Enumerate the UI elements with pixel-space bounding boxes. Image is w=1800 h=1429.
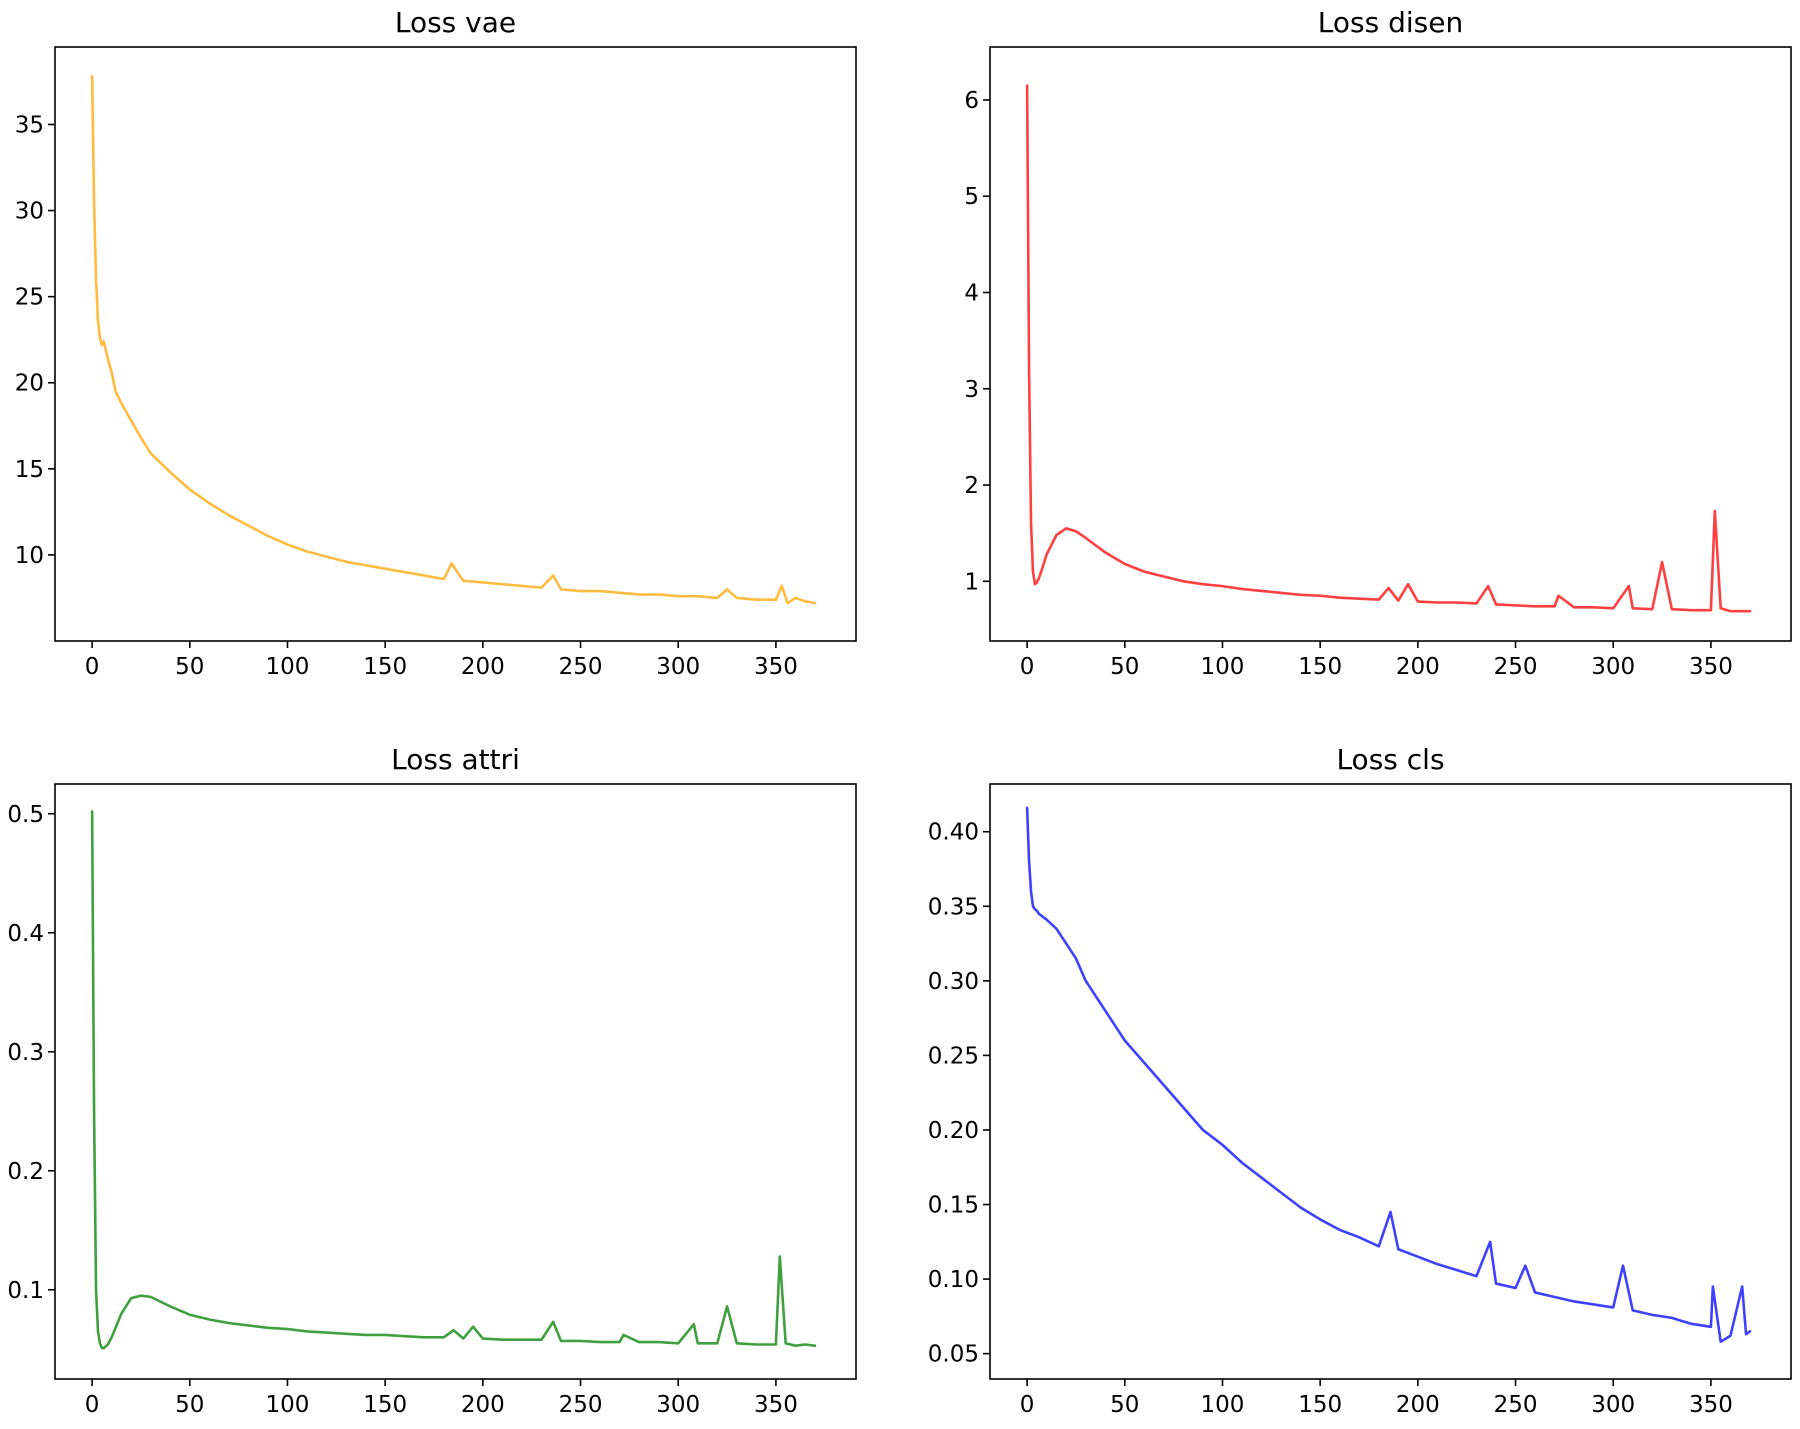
y-tick-label: 0.30: [928, 969, 979, 995]
x-tick-label: 250: [559, 654, 603, 680]
x-tick-label: 150: [363, 654, 407, 680]
x-tick-label: 0: [1020, 654, 1035, 680]
x-tick-label: 150: [1298, 1392, 1342, 1418]
x-tick-label: 350: [754, 654, 798, 680]
y-tick-label: 0.20: [928, 1118, 979, 1144]
y-tick-label: 0.25: [928, 1043, 979, 1069]
y-tick-label: 30: [15, 199, 44, 225]
chart-panel-3: Loss attri 0 50 100 150 200 250 300 350 0.1 0.2 0.3…: [7, 743, 857, 1418]
x-tick-label: 250: [1494, 1392, 1538, 1418]
y-tick-label: 35: [15, 112, 44, 138]
y-tick-label: 0.35: [928, 894, 979, 920]
x-tick-label: 250: [1494, 654, 1538, 680]
series-line: [90, 74, 817, 605]
x-tick-label: 100: [266, 654, 310, 680]
x-tick-label: 150: [363, 1392, 407, 1418]
x-tick-label: 100: [1201, 1392, 1245, 1418]
axes-frame: [989, 783, 1792, 1380]
x-tick-label: 200: [461, 654, 505, 680]
axes-frame: [989, 46, 1792, 642]
y-tick-label: 6: [964, 88, 979, 114]
y-tick-label: 0.2: [7, 1159, 44, 1185]
x-tick-label: 50: [175, 654, 204, 680]
x-tick-label: 350: [1689, 654, 1733, 680]
x-tick-label: 300: [1591, 654, 1635, 680]
x-tick-label: 300: [656, 1392, 700, 1418]
y-tick-label: 0.40: [928, 820, 979, 846]
y-tick-label: 15: [15, 457, 44, 483]
x-tick-label: 200: [1396, 1392, 1440, 1418]
x-tick-label: 0: [85, 1392, 100, 1418]
series-line: [1025, 806, 1752, 1344]
series-line: [90, 810, 817, 1350]
y-tick-label: 0.3: [7, 1040, 44, 1066]
x-tick-label: 300: [656, 654, 700, 680]
x-tick-label: 50: [175, 1392, 204, 1418]
x-tick-label: 0: [85, 654, 100, 680]
x-tick-label: 100: [1201, 654, 1245, 680]
chart-title: Loss disen: [1318, 6, 1463, 39]
chart-title: Loss cls: [1336, 743, 1444, 776]
y-tick-label: 25: [15, 285, 44, 311]
y-tick-label: 0.1: [7, 1278, 44, 1304]
y-tick-label: 0.4: [7, 921, 44, 947]
y-tick-label: 0.10: [928, 1267, 979, 1293]
y-tick-label: 2: [964, 473, 979, 499]
y-tick-label: 20: [15, 371, 44, 397]
y-tick-label: 0.15: [928, 1193, 979, 1219]
x-tick-label: 50: [1110, 1392, 1139, 1418]
axes-frame: [54, 46, 857, 642]
chart-panel-1: Loss vae 0 50 100 150 200 250 300 350 10 15 20 25 30 3…: [15, 6, 857, 680]
y-tick-label: 5: [964, 184, 979, 210]
chart-title: Loss vae: [395, 6, 516, 39]
x-tick-label: 300: [1591, 1392, 1635, 1418]
x-tick-label: 200: [1396, 654, 1440, 680]
x-tick-label: 0: [1020, 1392, 1035, 1418]
y-tick-label: 0.5: [7, 802, 44, 828]
axes-frame: [54, 783, 857, 1380]
x-tick-label: 50: [1110, 654, 1139, 680]
x-tick-label: 150: [1298, 654, 1342, 680]
x-tick-label: 350: [754, 1392, 798, 1418]
y-tick-label: 0.05: [928, 1342, 979, 1368]
chart-panel-4: Loss cls 0 50 100 150 200 250 300 350 0.05 0.10 0.1…: [928, 743, 1792, 1418]
x-tick-label: 250: [559, 1392, 603, 1418]
x-tick-label: 200: [461, 1392, 505, 1418]
y-tick-label: 1: [964, 569, 979, 595]
x-tick-label: 100: [266, 1392, 310, 1418]
series-line: [1025, 84, 1752, 613]
y-tick-label: 10: [15, 543, 44, 569]
y-tick-label: 3: [964, 377, 979, 403]
chart-title: Loss attri: [391, 743, 520, 776]
y-tick-label: 4: [964, 280, 979, 306]
x-tick-label: 350: [1689, 1392, 1733, 1418]
chart-panel-2: Loss disen 0 50 100 150 200 250 300 350 1 2 3 4 5 6: [964, 6, 1792, 680]
